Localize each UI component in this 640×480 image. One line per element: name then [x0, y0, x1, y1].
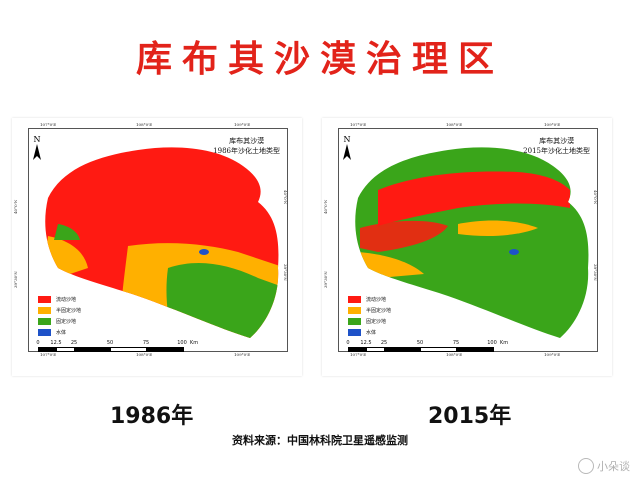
north-arrow-icon: N	[343, 135, 351, 160]
graticule-top-label: 108°0'E	[446, 122, 463, 127]
scale-segment	[110, 347, 148, 352]
legend-label: 流动沙地	[56, 297, 77, 303]
source-note: 资料来源：中国林科院卫星遥感监测	[232, 434, 408, 447]
weibo-logo-icon	[578, 458, 594, 474]
scale-tick-label: 0	[346, 340, 350, 346]
graticule-bottom-label: 109°0'E	[544, 352, 561, 357]
scale-tick-label: 0	[36, 340, 40, 346]
map-caption-line2: 1986年沙化土地类型	[213, 147, 280, 155]
north-label: N	[344, 135, 351, 144]
graticule-left-label: 40°0'N	[323, 199, 328, 214]
map-caption-line1: 库布其沙漠	[229, 137, 265, 145]
scale-tick-label: 12.5	[50, 340, 62, 346]
graticule-left-label: 40°0'N	[13, 199, 18, 214]
scale-tick-label: 25	[380, 340, 388, 346]
legend-label: 水体	[366, 330, 377, 336]
scale-tick-label: 75	[142, 340, 150, 346]
graticule-bottom-label: 108°0'E	[136, 352, 153, 357]
watermark-text: 小朵谈	[597, 460, 630, 473]
legend-item: 水体	[38, 327, 81, 338]
scale-tick-label: 50	[416, 340, 424, 346]
scale-tick-label: 75	[452, 340, 460, 346]
shifting-sand-area	[378, 171, 570, 226]
page-title: 库布其沙漠治理区	[135, 39, 504, 80]
graticule-left-label: 39°30'N	[13, 271, 18, 288]
legend-item: 固定沙地	[348, 316, 391, 327]
graticule-bottom-label: 109°0'E	[234, 352, 251, 357]
scale-tick-label: 100	[177, 340, 187, 346]
land-type-map-1986	[45, 147, 279, 338]
graticule-top-label: 107°0'E	[40, 122, 57, 127]
legend: 流动沙地 半固定沙地 固定沙地 水体	[38, 294, 81, 338]
year-label-2015: 2015年	[428, 404, 512, 429]
legend-swatch	[38, 318, 51, 325]
legend-swatch	[38, 307, 51, 314]
graticule-bottom-label: 108°0'E	[446, 352, 463, 357]
legend-item: 半固定沙地	[38, 305, 81, 316]
legend-item: 半固定沙地	[348, 305, 391, 316]
legend-swatch	[348, 307, 361, 314]
scale-tick-label: 100	[487, 340, 497, 346]
scale-tick-label: 50	[106, 340, 114, 346]
legend-swatch	[348, 296, 361, 303]
watermark: 小朵谈	[578, 458, 630, 474]
map-panel-1986: 107°0'E 108°0'E 109°0'E 40°0'N 39°30'N 4…	[12, 118, 302, 376]
legend-item: 流动沙地	[348, 294, 391, 305]
graticule-top-label: 108°0'E	[136, 122, 153, 127]
scale-unit-label: Km	[189, 340, 199, 346]
north-label: N	[34, 135, 41, 144]
graticule-left-label: 39°30'N	[323, 271, 328, 288]
scale-bar: 0 12.5 25 50 75 100 Km	[346, 340, 528, 354]
legend-label: 流动沙地	[366, 297, 387, 303]
legend-swatch	[348, 329, 361, 336]
graticule-top-label: 109°0'E	[544, 122, 561, 127]
semi-fixed-sand-area	[458, 220, 538, 236]
map-caption-line1: 库布其沙漠	[539, 137, 575, 145]
graticule-top-label: 109°0'E	[234, 122, 251, 127]
scale-segment	[366, 347, 386, 352]
legend-item: 流动沙地	[38, 294, 81, 305]
water-body	[199, 249, 209, 255]
water-body	[509, 249, 519, 255]
legend-swatch	[38, 329, 51, 336]
scale-segment	[456, 347, 494, 352]
graticule-bottom-label: 107°0'E	[40, 352, 57, 357]
map-caption: 库布其沙漠 1986年沙化土地类型	[213, 136, 280, 156]
graticule-top-label: 107°0'E	[350, 122, 367, 127]
map-panel-2015: 107°0'E 108°0'E 109°0'E 40°0'N 39°30'N 4…	[322, 118, 612, 376]
legend-swatch	[38, 296, 51, 303]
legend-label: 固定沙地	[56, 319, 77, 325]
legend: 流动沙地 半固定沙地 固定沙地 水体	[348, 294, 391, 338]
north-arrow-icon: N	[33, 135, 41, 160]
legend-label: 水体	[56, 330, 67, 336]
graticule-bottom-label: 107°0'E	[350, 352, 367, 357]
fixed-sand-area	[54, 224, 80, 240]
land-type-map-2015	[355, 147, 589, 338]
year-label-1986: 1986年	[110, 404, 194, 429]
scale-segment	[38, 347, 58, 352]
legend-label: 半固定沙地	[56, 308, 82, 314]
map-caption-line2: 2015年沙化土地类型	[523, 147, 590, 155]
scale-segment	[74, 347, 112, 352]
scale-unit-label: Km	[499, 340, 509, 346]
legend-item: 固定沙地	[38, 316, 81, 327]
scale-bar: 0 12.5 25 50 75 100 Km	[36, 340, 218, 354]
scale-segment	[56, 347, 76, 352]
map-caption: 库布其沙漠 2015年沙化土地类型	[523, 136, 590, 156]
scale-segment	[384, 347, 422, 352]
scale-segment	[420, 347, 458, 352]
legend-item: 水体	[348, 327, 391, 338]
scale-tick-label: 12.5	[360, 340, 372, 346]
shifting-sand-area	[360, 220, 448, 252]
scale-segment	[146, 347, 184, 352]
legend-swatch	[348, 318, 361, 325]
scale-tick-label: 25	[70, 340, 78, 346]
legend-label: 固定沙地	[366, 319, 387, 325]
scale-segment	[348, 347, 368, 352]
legend-label: 半固定沙地	[366, 308, 392, 314]
